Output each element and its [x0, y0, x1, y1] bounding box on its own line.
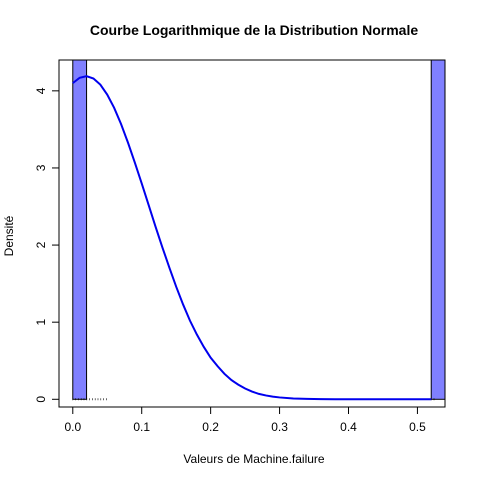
y-tick-label: 4	[34, 87, 48, 94]
histogram-bar-0	[72, 59, 88, 400]
x-tick-label: 0.0	[64, 420, 81, 434]
rug-marks	[72, 398, 435, 401]
chart-title: Courbe Logarithmique de la Distribution …	[90, 22, 418, 38]
y-axis: 0 1 2 3 4	[34, 87, 60, 403]
histogram-bars	[72, 59, 446, 400]
x-axis-label: Valeurs de Machine.failure	[183, 452, 325, 466]
density-curve	[72, 75, 432, 401]
x-tick-label: 0.4	[340, 420, 357, 434]
y-tick-label: 3	[34, 164, 48, 171]
y-tick-label: 2	[34, 241, 48, 248]
x-tick-label: 0.2	[202, 420, 219, 434]
y-tick-label: 0	[34, 396, 48, 403]
y-tick-label: 1	[34, 319, 48, 326]
x-tick-label: 0.1	[133, 420, 150, 434]
x-tick-label: 0.3	[271, 420, 288, 434]
histogram-bar-1	[430, 59, 446, 400]
x-axis: 0.0 0.1 0.2 0.3 0.4 0.5	[64, 406, 426, 434]
x-tick-label: 0.5	[409, 420, 426, 434]
y-axis-label: Densité	[2, 215, 16, 256]
